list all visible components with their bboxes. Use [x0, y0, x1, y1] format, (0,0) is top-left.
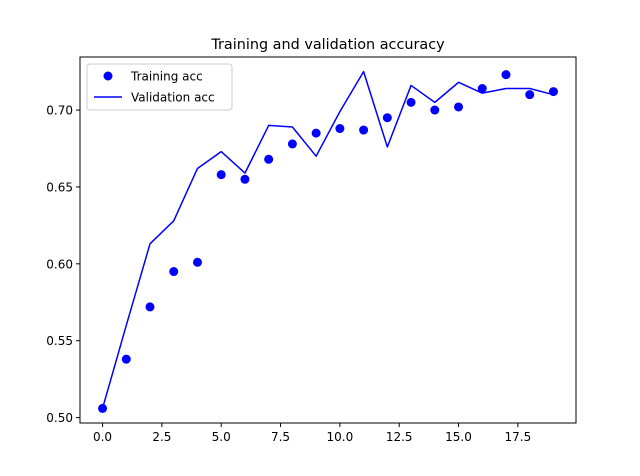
training-acc-point: [287, 139, 297, 149]
training-acc-point: [169, 267, 179, 277]
y-tick-label: 0.50: [46, 411, 73, 425]
y-tick-label: 0.60: [46, 257, 73, 271]
chart-title: Training and validation accuracy: [210, 37, 445, 53]
training-acc-point: [548, 87, 558, 97]
legend: Training acc Validation acc: [86, 63, 233, 111]
training-acc-point: [264, 154, 274, 164]
training-acc-point: [145, 302, 155, 312]
training-acc-point: [430, 105, 440, 115]
legend-label: Validation acc: [131, 91, 215, 105]
plot-area: 0.0 2.5 5.0 7.5 10.0 12.5 15.0 17.5 0.50 0.55 0.60…: [46, 56, 577, 444]
x-tick-label: 7.5: [271, 430, 290, 444]
y-tick-label: 0.70: [46, 104, 73, 118]
training-acc-point: [477, 84, 487, 94]
x-tick-label: 5.0: [212, 430, 231, 444]
x-tick-label: 0.0: [93, 430, 112, 444]
x-tick-label: 2.5: [152, 430, 171, 444]
training-acc-point: [454, 102, 464, 112]
validation-acc-line: [101, 70, 554, 409]
y-tick-label: 0.55: [46, 334, 73, 348]
training-acc-point: [335, 124, 345, 134]
training-acc-point: [406, 97, 416, 107]
training-acc-point: [192, 257, 202, 267]
training-acc-point: [359, 125, 369, 135]
axes-frame: [79, 56, 577, 424]
training-acc-point: [216, 170, 226, 180]
training-acc-point: [240, 174, 250, 184]
legend-box: [86, 63, 233, 111]
training-acc-point: [311, 128, 321, 138]
legend-label: Training acc: [130, 70, 203, 84]
training-acc-point: [382, 113, 392, 123]
training-acc-point: [501, 70, 511, 80]
training-acc-point: [121, 354, 131, 364]
x-tick-label: 17.5: [504, 430, 531, 444]
x-tick-label: 10.0: [327, 430, 354, 444]
training-acc-point: [525, 90, 535, 100]
x-tick-label: 15.0: [445, 430, 472, 444]
legend-marker-swatch: [103, 71, 113, 81]
y-tick-label: 0.65: [46, 180, 73, 194]
x-tick-label: 12.5: [386, 430, 413, 444]
